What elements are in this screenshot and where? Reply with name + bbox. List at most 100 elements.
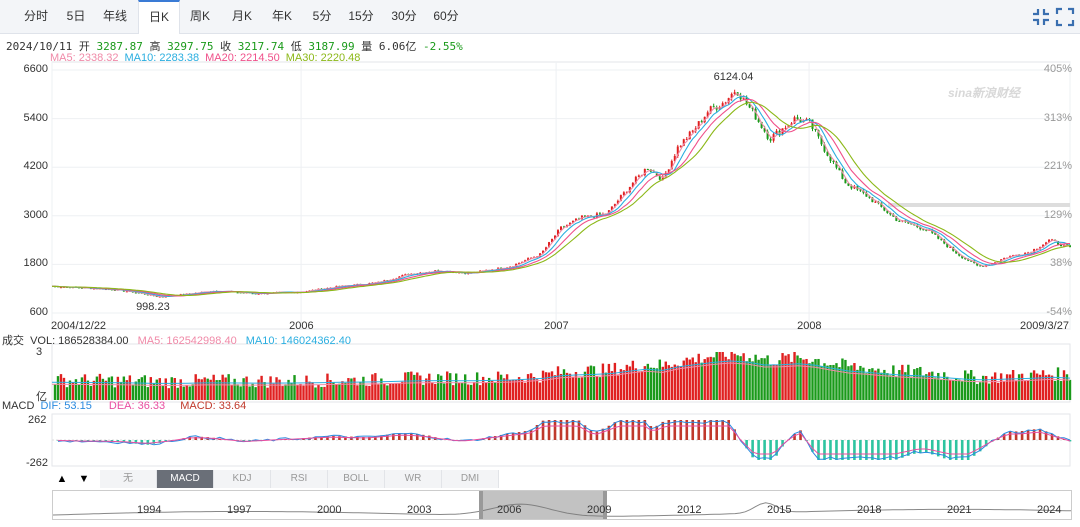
macd-bar xyxy=(140,440,144,445)
candle-body xyxy=(724,102,727,104)
volume-bar xyxy=(637,371,641,400)
volume-bar xyxy=(652,367,656,400)
navigator-year-label: 2009 xyxy=(587,504,612,516)
tab-8[interactable]: 15分 xyxy=(348,9,374,23)
tab-3[interactable]: 日K xyxy=(138,0,180,34)
candle-body xyxy=(1012,255,1015,257)
candle-body xyxy=(832,160,835,163)
tab-9[interactable]: 30分 xyxy=(391,9,417,23)
extreme-value-label: 6124.04 xyxy=(713,71,754,84)
volume-bar xyxy=(634,368,638,400)
volume-bar xyxy=(1023,381,1027,400)
price-tick-label: 5400 xyxy=(23,111,48,124)
volume-bar xyxy=(65,387,69,400)
candle-body xyxy=(733,92,736,94)
macd-axis-bottom: -262 xyxy=(26,457,49,469)
volume-bar xyxy=(452,385,455,400)
collapse-icon[interactable] xyxy=(1030,6,1052,28)
macd-bar xyxy=(631,420,635,440)
candle-body xyxy=(940,238,943,240)
navigator-left-handle[interactable] xyxy=(479,491,483,519)
volume-bar xyxy=(981,375,985,400)
macd-bar xyxy=(1026,430,1030,440)
candle-body xyxy=(551,238,554,243)
indicator-tab-kdj[interactable]: KDJ xyxy=(214,470,271,488)
volume-bar xyxy=(170,377,173,400)
candle-body xyxy=(524,260,527,262)
date-tick-label: 2007 xyxy=(544,320,569,332)
tab-0[interactable]: 分时 xyxy=(23,9,48,23)
volume-bar xyxy=(212,374,215,400)
navigator-right-handle[interactable] xyxy=(603,491,607,519)
indicator-tab-dmi[interactable]: DMI xyxy=(442,470,499,488)
volume-bar xyxy=(326,373,329,400)
indicator-tab-boll[interactable]: BOLL xyxy=(328,470,385,488)
tab-4[interactable]: 周K xyxy=(189,9,210,23)
indicator-tab-wr[interactable]: WR xyxy=(385,470,442,488)
candle-body xyxy=(59,287,62,289)
volume-bar xyxy=(478,385,482,400)
macd-bar xyxy=(865,440,868,460)
volume-bar xyxy=(236,384,239,400)
candle-body xyxy=(748,104,751,108)
period-tab-bar: 分时 5日 年线 日K 周K 月K 年K 5分 15分 30分 60分 xyxy=(0,0,1080,34)
candle-body xyxy=(1048,239,1051,243)
navigator-year-label: 2021 xyxy=(947,504,972,516)
volume-bar xyxy=(359,381,362,400)
volume-bar xyxy=(880,372,883,400)
ma10-line xyxy=(52,95,1071,297)
scroll-up-button[interactable]: ▲ xyxy=(56,473,68,485)
volume-bar xyxy=(969,370,973,400)
volume-bar xyxy=(455,373,458,400)
scroll-down-button[interactable]: ▼ xyxy=(78,473,90,485)
indicator-tab-无[interactable]: 无 xyxy=(100,470,157,488)
volume-bar xyxy=(161,386,164,400)
volume-bar xyxy=(772,364,775,400)
volume-bar xyxy=(62,377,66,400)
volume-bar xyxy=(493,382,497,400)
macd-bar xyxy=(661,421,665,440)
indicator-tab-rsi[interactable]: RSI xyxy=(271,470,328,488)
tab-5[interactable]: 月K xyxy=(231,9,252,23)
macd-bar xyxy=(817,440,820,460)
volume-bar xyxy=(469,384,473,400)
volume-bar xyxy=(580,377,584,400)
volume-bar xyxy=(164,378,167,400)
volume-bar xyxy=(245,376,248,400)
macd-bar xyxy=(781,440,784,447)
macd-bar xyxy=(733,429,736,440)
volume-bar xyxy=(458,382,461,400)
macd-bar xyxy=(889,440,892,460)
percent-tick-label: 129% xyxy=(1043,208,1072,221)
volume-bar xyxy=(655,368,659,400)
volume-bar xyxy=(140,377,144,400)
volume-bar xyxy=(422,384,425,400)
macd-bar xyxy=(978,440,982,452)
tab-6[interactable]: 年K xyxy=(271,9,292,23)
candle-body xyxy=(1069,245,1071,248)
indicator-tab-macd[interactable]: MACD xyxy=(157,470,214,488)
candle-body xyxy=(919,227,922,230)
candle-body xyxy=(784,127,787,129)
volume-bar xyxy=(619,369,623,400)
volume-bar xyxy=(101,378,105,400)
candle-body xyxy=(518,263,521,265)
volume-bar xyxy=(209,379,212,400)
tab-1[interactable]: 5日 xyxy=(66,9,86,23)
volume-bar xyxy=(460,382,464,400)
volume-bar xyxy=(1038,374,1042,400)
tab-7[interactable]: 5分 xyxy=(312,9,332,23)
macd-bar xyxy=(571,420,575,440)
candle-body xyxy=(871,197,874,203)
candle-body xyxy=(850,185,853,189)
volume-bar xyxy=(835,363,838,400)
macd-bar xyxy=(877,440,880,460)
candle-body xyxy=(631,182,634,187)
navigator-window[interactable] xyxy=(481,491,603,519)
expand-icon[interactable] xyxy=(1054,6,1076,28)
tab-10[interactable]: 60分 xyxy=(433,9,459,23)
tab-2[interactable]: 年线 xyxy=(102,9,127,23)
time-navigator[interactable]: 1994 1997 2000 2003 2006 2009 2012 2015 2018 2021… xyxy=(52,490,1072,520)
volume-panel-frame xyxy=(51,343,1071,403)
info-close: 3217.74 xyxy=(237,40,285,53)
